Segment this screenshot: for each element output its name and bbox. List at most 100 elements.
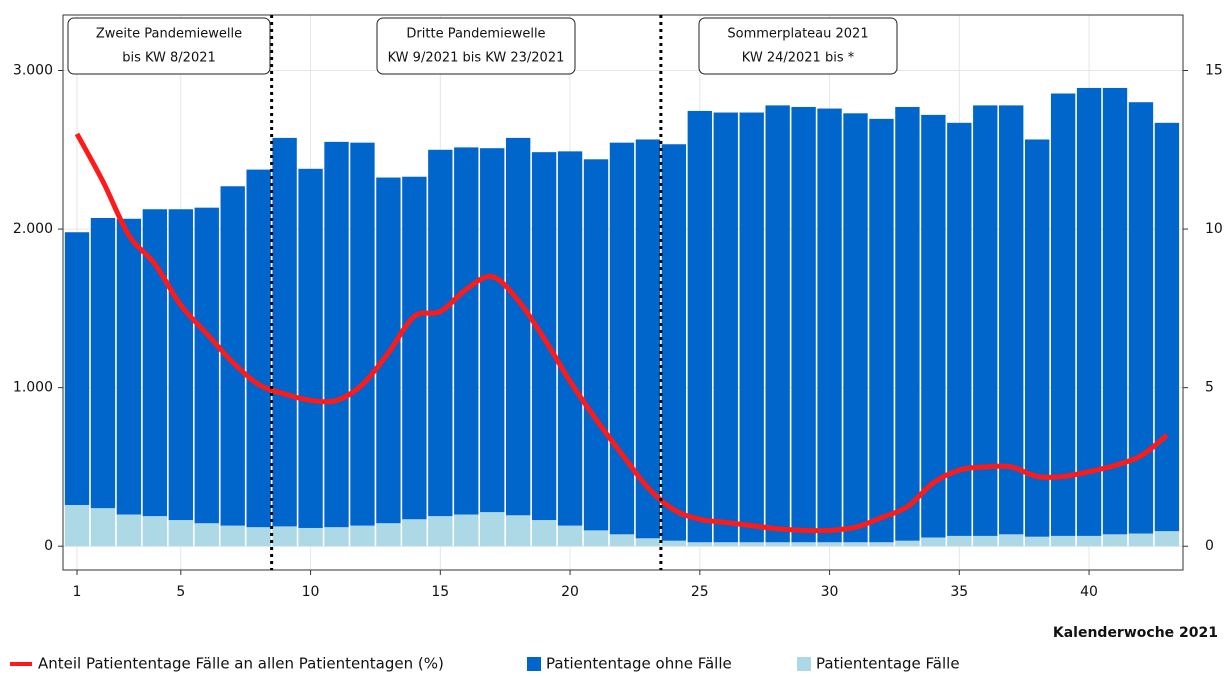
y2-tick-label: 10 [1205,221,1223,237]
bar [142,516,168,547]
bar [739,542,764,547]
bar [999,105,1024,535]
bar [246,527,271,547]
bar [609,534,635,547]
legend-label: Patiententage Fälle [816,655,960,673]
annotation-text: KW 24/2021 bis * [742,51,855,66]
bar [64,504,90,547]
legend-label: Patiententage ohne Fälle [546,655,732,673]
bar [869,542,894,547]
bar [661,144,687,541]
y-tick-label: 0 [44,538,53,554]
bar [480,148,505,513]
bar [1102,534,1128,547]
bar [895,540,920,547]
bar [843,113,868,543]
bar [454,514,479,547]
bar [505,137,531,516]
bar [713,542,738,547]
plot-frame [62,14,1184,571]
bar [90,217,116,509]
bar [947,535,972,547]
bar [973,535,998,547]
y-tick-label: 3.000 [13,63,53,79]
bar [843,542,868,547]
x-tick-label: 20 [561,584,579,600]
bar [583,530,609,547]
x-tick-label: 35 [950,584,968,600]
bar [376,523,401,547]
bar [895,106,920,541]
x-tick-label: 30 [821,584,839,600]
bar [1024,536,1050,547]
bar [246,169,271,528]
bar [687,542,712,547]
legend-swatch [797,657,811,671]
bar [350,142,375,526]
bar [402,176,427,520]
y-tick-label: 2.000 [13,221,53,237]
bar [1128,102,1154,534]
bar [1154,531,1180,547]
bar [1102,87,1128,535]
bar [921,114,946,538]
bar [480,512,505,547]
bar [739,112,764,543]
bar [531,520,557,547]
bar [1050,93,1076,536]
bar [765,105,790,543]
bar [505,515,531,547]
x-tick-label: 5 [176,584,185,600]
bar [557,525,583,547]
bar [324,527,349,547]
bar [583,159,609,531]
bar [1154,122,1180,532]
bar [635,538,661,547]
bar [168,209,193,521]
bar [1024,139,1050,537]
x-tick-label: 40 [1080,584,1098,600]
bar [661,540,687,547]
bar [220,525,245,547]
bar [609,142,635,535]
y2-tick-label: 0 [1205,538,1214,554]
bar [869,118,894,543]
bar [1076,535,1102,547]
bar [999,534,1024,547]
bar [90,508,116,547]
y2-tick-label: 5 [1205,380,1214,396]
y-tick-label: 1.000 [13,380,53,396]
x-tick-label: 25 [691,584,709,600]
bar [402,519,427,547]
bar [687,110,712,543]
annotation-box [376,17,576,75]
annotation-text: Dritte Pandemiewelle [406,27,545,42]
annotation-text: KW 9/2021 bis KW 23/2021 [388,51,565,66]
x-tick-label: 1 [73,584,82,600]
bar [64,232,90,505]
bar [454,147,479,515]
bar [1128,533,1154,547]
bar [428,149,453,517]
x-tick-label: 15 [431,584,449,600]
annotation-text: Zweite Pandemiewelle [96,27,242,42]
bar [298,527,323,547]
bar [272,526,297,547]
x-tick-label: 10 [302,584,320,600]
bar [116,514,142,547]
bar [1050,535,1076,547]
bar [272,137,297,527]
bar [817,108,842,543]
bar [194,523,219,547]
bar [428,516,453,547]
bar [350,525,375,547]
overlay [74,132,1169,534]
bar [298,168,323,528]
bar [973,105,998,536]
bar [194,207,219,524]
bar [817,542,842,547]
bar [921,537,946,547]
bar [791,106,816,543]
